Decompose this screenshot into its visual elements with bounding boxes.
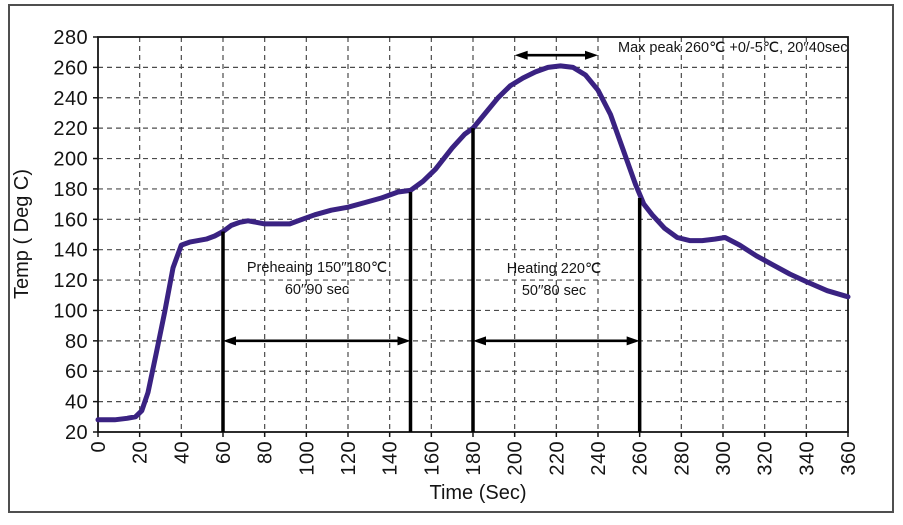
x-tick-label: 260 [630,441,652,476]
max-peak-duration-arrow-head-right [585,50,598,60]
y-tick-label: 260 [53,57,88,79]
x-tick-label: 40 [171,441,193,464]
y-tick-label: 60 [65,361,88,383]
axis-ticks [93,36,849,437]
temperature-curve [95,63,851,423]
x-tick-label: 340 [796,441,818,476]
x-tick-label: 120 [338,441,360,476]
x-tick-label: 300 [713,441,735,476]
axis-tick-labels: 0 20 40 60 80 100 120 140 160 180 200 220 240 260 280 3… [53,27,860,476]
y-tick-label: 160 [53,209,88,231]
heating-duration-arrow-head-right [626,336,640,346]
x-tick-label: 360 [838,441,860,476]
temperature-profile-line [95,63,851,423]
y-tick-label: 20 [65,422,88,444]
x-tick-label: 100 [296,441,318,476]
max-peak-annotation: Max peak 260℃ +0/-5℃, 20′′40sec [618,40,847,56]
x-tick-label: 180 [463,441,485,476]
y-tick-label: 200 [53,149,88,171]
x-tick-label: 200 [505,441,527,476]
preheat-duration-arrow-head-left [223,336,236,346]
preheat-duration-arrow-head-right [397,336,411,346]
y-tick-label: 180 [53,179,88,201]
x-tick-label: 20 [130,441,152,464]
y-axis-title: Temp ( Deg C) [11,169,33,299]
x-tick-label: 140 [380,441,402,476]
stage-divider-lines [221,128,642,432]
x-axis-title: Time (Sec) [429,482,526,504]
y-tick-label: 80 [65,331,88,353]
gridlines [98,37,848,432]
x-tick-label: 80 [255,441,277,464]
y-tick-label: 280 [53,27,88,49]
x-tick-label: 0 [88,441,110,453]
x-tick-label: 280 [671,441,693,476]
x-tick-label: 240 [588,441,610,476]
max-peak-duration-arrow-head-left [514,50,528,60]
duration-arrows [223,50,640,346]
heating-annotation-line2: 50′′80 sec [522,283,586,299]
y-tick-label: 120 [53,270,88,292]
preheat-annotation-line1: Preheaing 150′′180℃ [247,260,387,276]
y-tick-label: 240 [53,88,88,110]
heating-annotation-line1: Heating 220℃ [507,261,601,277]
y-tick-label: 40 [65,392,88,414]
x-tick-label: 60 [213,441,235,464]
y-tick-label: 100 [53,300,88,322]
x-tick-label: 320 [755,441,777,476]
y-tick-label: 220 [53,118,88,140]
y-tick-label: 140 [53,240,88,262]
x-tick-label: 220 [546,441,568,476]
preheat-annotation-line2: 60′′90 sec [285,282,349,298]
heating-duration-arrow-head-left [473,336,486,346]
x-tick-label: 160 [421,441,443,476]
